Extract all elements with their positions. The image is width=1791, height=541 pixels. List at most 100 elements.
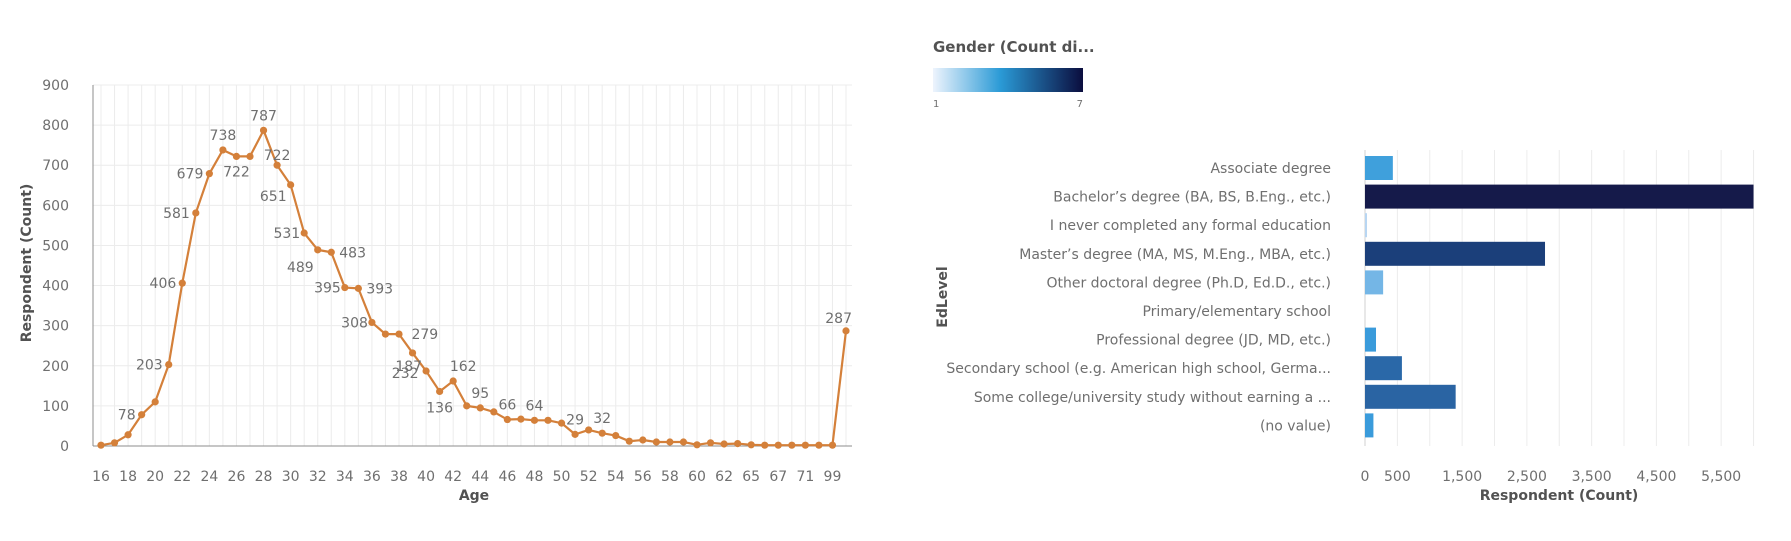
age-data-label: 203 bbox=[136, 358, 163, 374]
line-x-tick-label: 46 bbox=[498, 469, 516, 485]
edlevel-bar bbox=[1365, 327, 1377, 352]
line-x-tick-label: 71 bbox=[796, 469, 814, 485]
age-data-label: 738 bbox=[210, 128, 237, 144]
age-data-point bbox=[557, 419, 566, 427]
line-y-tick-label: 700 bbox=[42, 158, 69, 174]
age-data-label: 406 bbox=[150, 276, 177, 292]
line-y-tick-label: 400 bbox=[42, 279, 69, 295]
line-x-tick-label: 54 bbox=[607, 469, 625, 485]
edlevel-bar bbox=[1365, 213, 1367, 238]
age-data-point bbox=[679, 438, 688, 446]
bar-x-tick-label: 1,500 bbox=[1442, 469, 1482, 485]
age-data-label: 66 bbox=[498, 398, 516, 414]
line-x-tick-label: 16 bbox=[92, 469, 110, 485]
age-data-point bbox=[639, 436, 647, 444]
age-data-label: 279 bbox=[411, 327, 438, 343]
age-data-point bbox=[842, 327, 850, 335]
edlevel-category-label: Secondary school (e.g. American high sch… bbox=[946, 361, 1331, 377]
line-x-tick-label: 58 bbox=[661, 469, 679, 485]
age-data-point bbox=[666, 438, 674, 446]
line-x-axis-title: Age bbox=[459, 488, 489, 504]
age-data-label: 483 bbox=[339, 245, 366, 261]
line-x-tick-label: 28 bbox=[255, 469, 273, 485]
bar-x-tick-label: 0 bbox=[1361, 469, 1370, 485]
age-data-point bbox=[246, 152, 254, 160]
line-x-tick-label: 67 bbox=[769, 469, 787, 485]
bar-x-axis-title: Respondent (Count) bbox=[1480, 488, 1639, 504]
line-x-tick-label: 40 bbox=[417, 469, 435, 485]
age-data-label: 531 bbox=[273, 226, 300, 242]
line-x-tick-label: 32 bbox=[309, 469, 327, 485]
age-data-label: 64 bbox=[526, 398, 544, 414]
line-y-tick-label: 300 bbox=[42, 319, 69, 335]
age-data-point bbox=[490, 408, 498, 416]
edlevel-category-label: Associate degree bbox=[1210, 161, 1331, 177]
age-data-point bbox=[544, 416, 552, 424]
age-data-label: 395 bbox=[314, 281, 341, 297]
age-data-point bbox=[422, 367, 430, 375]
bar-x-tick-label: 2,500 bbox=[1507, 469, 1547, 485]
line-x-tick-label: 48 bbox=[526, 469, 544, 485]
line-x-tick-label: 52 bbox=[580, 469, 598, 485]
age-data-label: 489 bbox=[287, 260, 314, 276]
line-x-tick-label: 42 bbox=[444, 469, 462, 485]
age-data-label: 29 bbox=[566, 412, 584, 428]
age-data-point bbox=[259, 126, 268, 134]
age-data-point bbox=[652, 438, 660, 446]
age-data-point bbox=[314, 246, 322, 254]
age-data-point bbox=[693, 441, 701, 449]
age-data-label: 287 bbox=[825, 311, 852, 327]
age-data-point bbox=[761, 441, 769, 449]
line-x-tick-label: 50 bbox=[553, 469, 571, 485]
age-data-point bbox=[124, 431, 132, 439]
line-x-tick-label: 56 bbox=[634, 469, 652, 485]
edlevel-category-label: Some college/university study without ea… bbox=[974, 390, 1331, 406]
edlevel-category-label: Other doctoral degree (Ph.D, Ed.D., etc.… bbox=[1046, 275, 1331, 291]
line-x-tick-label: 62 bbox=[715, 469, 733, 485]
age-data-point bbox=[205, 170, 213, 178]
age-data-label: 651 bbox=[260, 189, 287, 205]
age-data-point bbox=[571, 430, 579, 438]
line-x-tick-label: 65 bbox=[742, 469, 760, 485]
edlevel-bar bbox=[1365, 156, 1393, 180]
age-data-label: 187 bbox=[395, 359, 422, 375]
edlevel-bar bbox=[1365, 384, 1456, 409]
age-data-point bbox=[165, 360, 173, 369]
age-data-label: 722 bbox=[223, 164, 250, 180]
age-data-point bbox=[720, 440, 728, 448]
line-x-tick-label: 24 bbox=[200, 469, 218, 485]
age-line-chart: 0 100 200 300 400 500 600 700 800 900 16 18 20 22 24 26… bbox=[42, 78, 852, 485]
age-data-point bbox=[747, 441, 755, 449]
age-data-point bbox=[476, 404, 484, 412]
age-data-point bbox=[734, 439, 742, 448]
age-data-point bbox=[178, 279, 186, 287]
age-data-point bbox=[801, 441, 809, 449]
edlevel-category-label: Professional degree (JD, MD, etc.) bbox=[1096, 333, 1331, 349]
edlevel-category-label: I never completed any formal education bbox=[1050, 218, 1331, 234]
age-data-point bbox=[327, 248, 335, 256]
edlevel-bar bbox=[1365, 356, 1402, 381]
age-data-point bbox=[138, 411, 146, 419]
age-data-point bbox=[273, 161, 281, 169]
age-data-label: 32 bbox=[593, 411, 611, 427]
age-data-label: 308 bbox=[341, 315, 368, 331]
age-data-point bbox=[503, 415, 511, 424]
legend-color-ramp bbox=[933, 68, 1083, 92]
edlevel-bar bbox=[1365, 241, 1546, 266]
line-y-tick-label: 900 bbox=[42, 78, 69, 94]
age-data-point bbox=[97, 441, 105, 449]
age-data-label: 581 bbox=[163, 206, 190, 222]
line-x-tick-label: 30 bbox=[282, 469, 300, 485]
bar-x-tick-label: 5,500 bbox=[1701, 469, 1741, 485]
age-data-point bbox=[368, 318, 376, 327]
line-y-tick-label: 100 bbox=[42, 399, 69, 415]
legend-max-label: 7 bbox=[1077, 99, 1083, 110]
age-data-label: 78 bbox=[118, 408, 136, 424]
age-data-label: 722 bbox=[264, 148, 291, 164]
age-data-label: 136 bbox=[426, 400, 453, 416]
line-y-tick-label: 200 bbox=[42, 359, 69, 375]
age-data-point bbox=[517, 415, 525, 423]
edlevel-category-label: Bachelor’s degree (BA, BS, B.Eng., etc.) bbox=[1053, 190, 1331, 206]
